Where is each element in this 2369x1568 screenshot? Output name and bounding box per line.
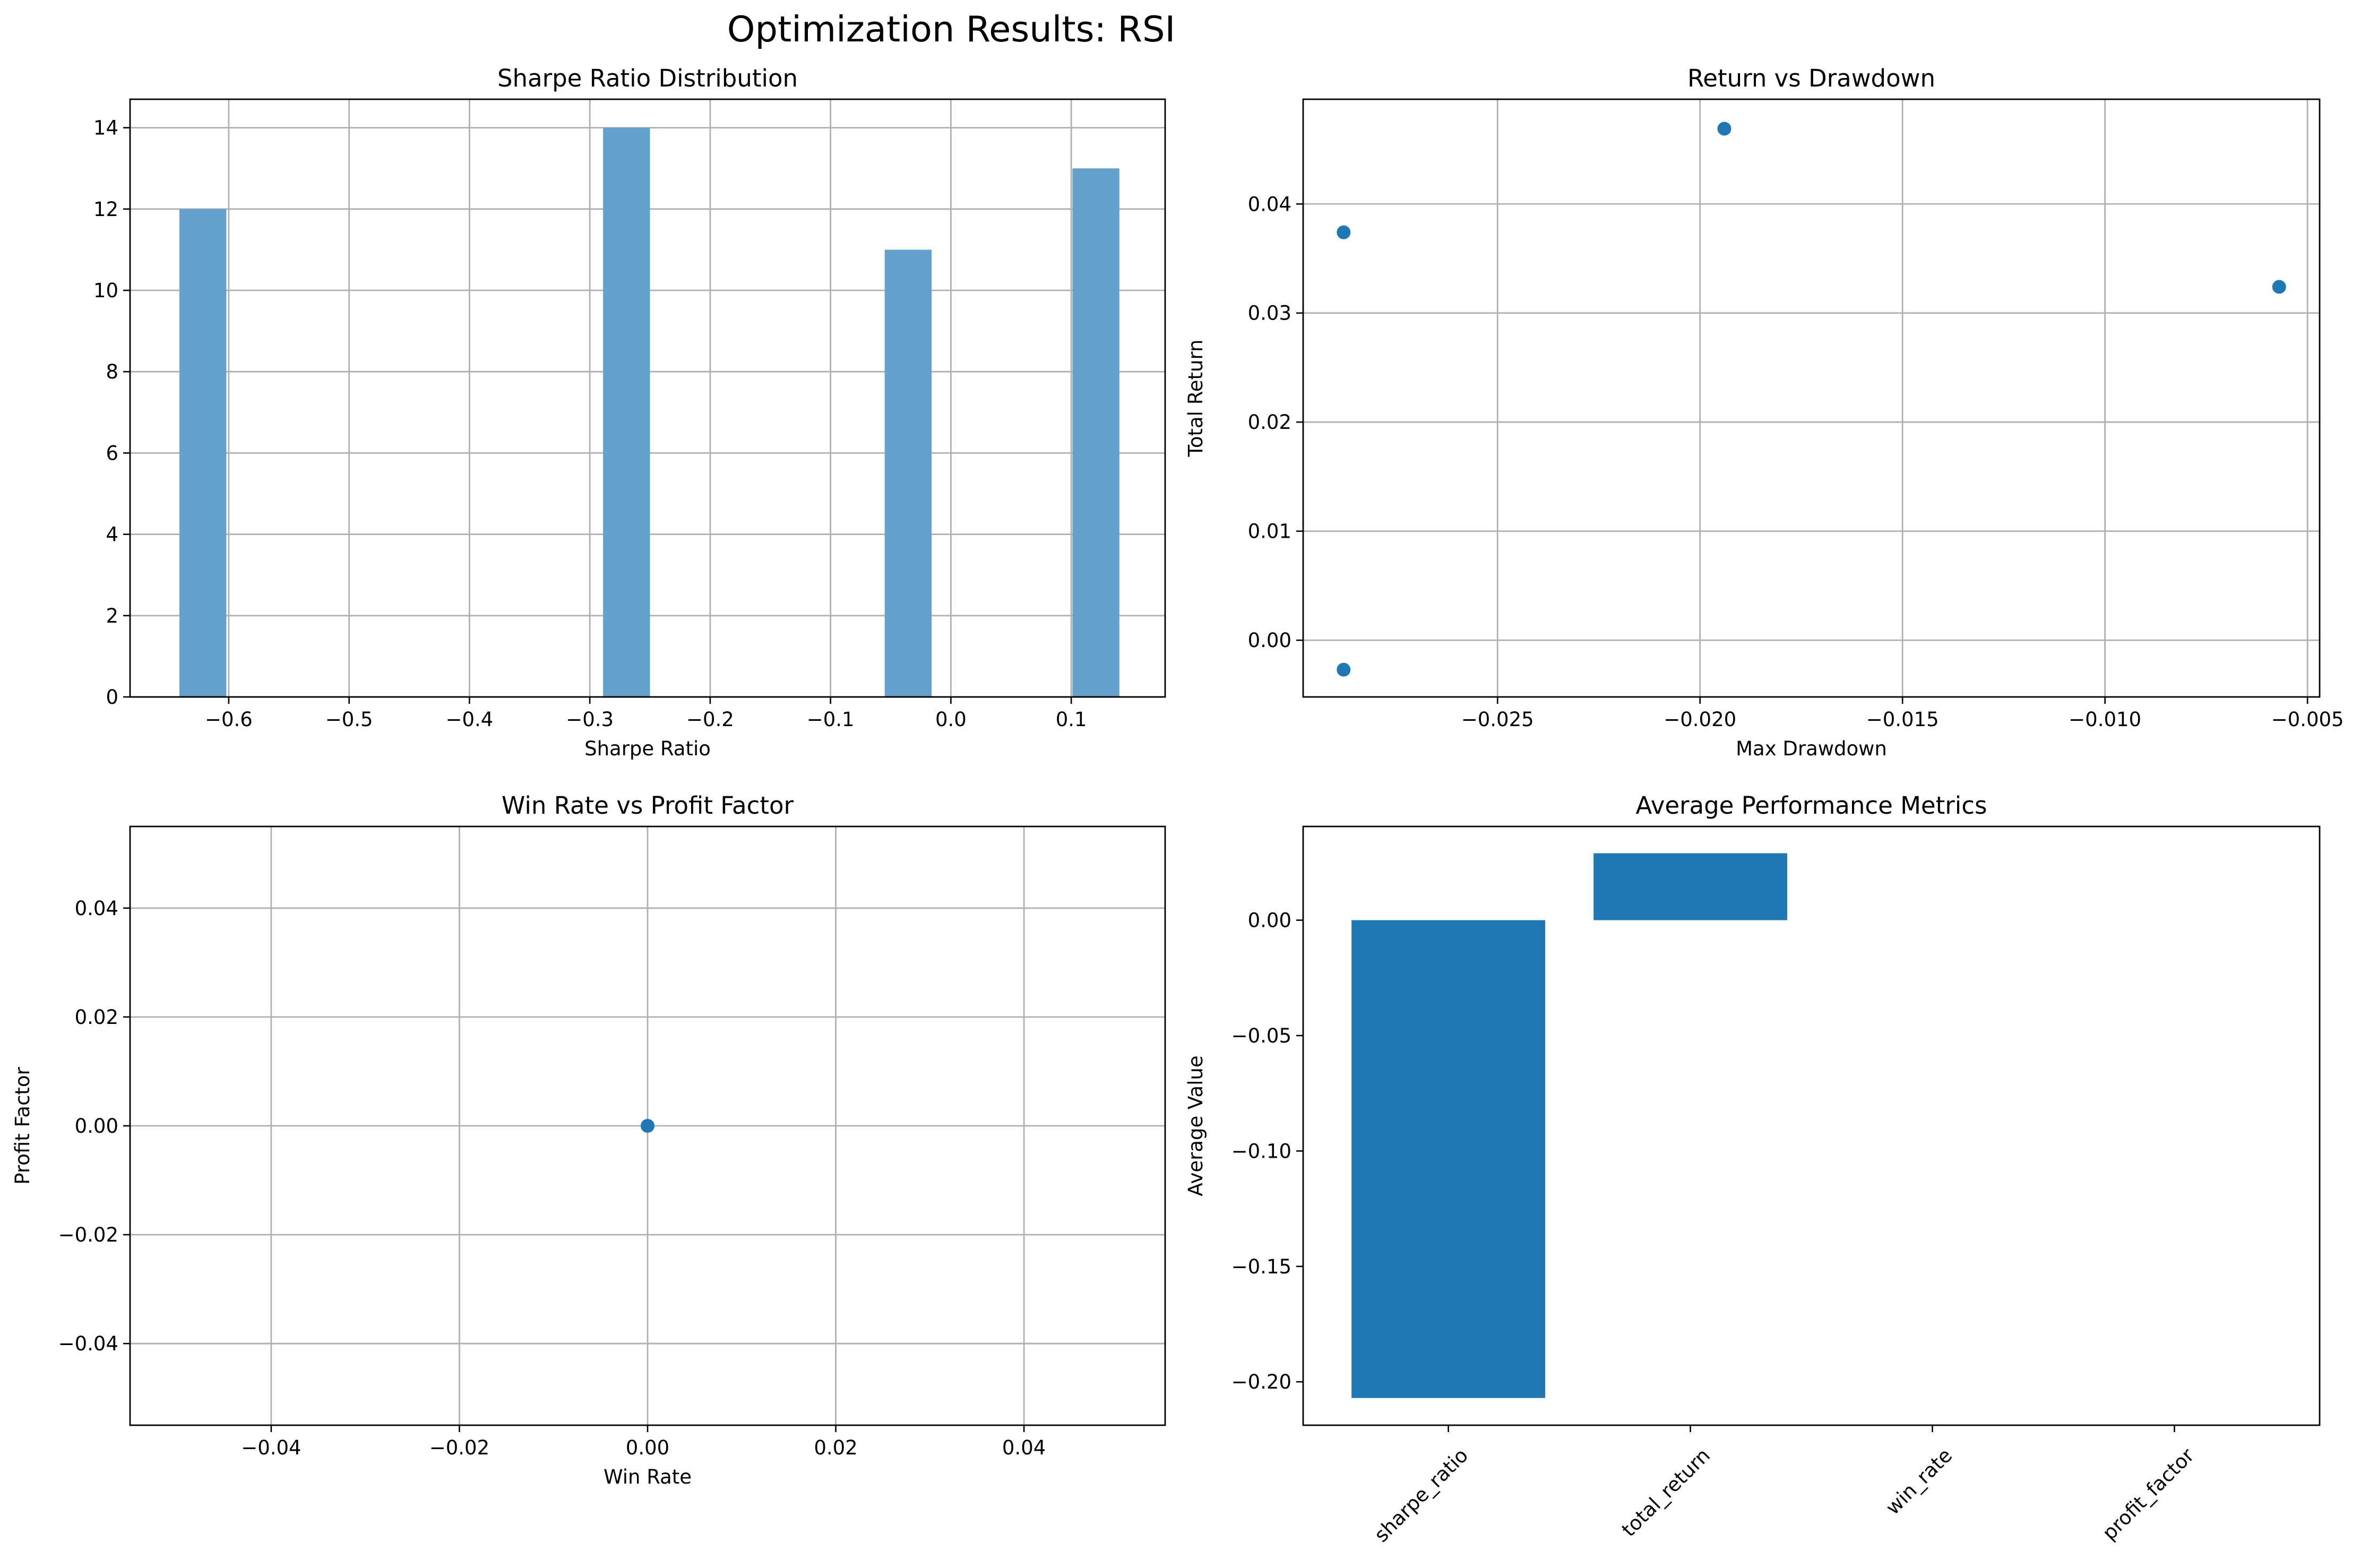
retdd-y-axis-label: Total Return — [1184, 340, 1207, 458]
winpf-ytick-label: −0.02 — [58, 1224, 118, 1246]
winpf-xtick-label: −0.04 — [241, 1436, 301, 1459]
retdd-xtick-label: −0.005 — [2271, 708, 2344, 731]
winpf-scatter-point — [641, 1119, 654, 1133]
retdd-ytick-label: 0.03 — [1248, 302, 1291, 325]
sharpe-axes-frame — [129, 98, 1166, 698]
retdd-scatter-point — [1717, 122, 1731, 136]
metrics-ytick-label: −0.15 — [1231, 1255, 1291, 1278]
sharpe-ytick-label: 8 — [106, 360, 118, 383]
win-rate-vs-profit-factor-panel: −0.04 −0.02 0.00 0.02 0.04 −0.04 −0.02 0.00 0.02… — [11, 791, 1166, 1488]
retdd-xtick-label: −0.010 — [2069, 708, 2141, 731]
sharpe-x-axis-label: Sharpe Ratio — [584, 737, 711, 760]
metrics-metric-bar — [1351, 920, 1545, 1398]
return-vs-drawdown-panel: −0.025 −0.020 −0.015 −0.010 −0.005 0.00 0.01 0.… — [1184, 64, 2344, 760]
sharpe-xtick-label: 0.0 — [935, 708, 967, 731]
sharpe-ratio-histogram-panel: −0.6 −0.5 −0.4 −0.3 −0.2 −0.1 0.0 0.1 0 2 4 6 8 10 12 1… — [93, 64, 1166, 760]
sharpe-xtick-label: −0.2 — [686, 708, 734, 731]
sharpe-ytick-label: 14 — [93, 117, 118, 140]
figure-suptitle: Optimization Results: RSI — [727, 8, 1176, 50]
sharpe-ytick-label: 12 — [93, 198, 118, 221]
retdd-scatter-point — [1337, 225, 1351, 239]
metrics-ytick-label: 0.00 — [1248, 909, 1291, 932]
winpf-xtick-label: 0.02 — [814, 1436, 857, 1459]
retdd-axes-frame — [1302, 98, 2321, 698]
sharpe-xtick-label: −0.3 — [566, 708, 614, 731]
sharpe-xtick-label: 0.1 — [1056, 708, 1087, 731]
sharpe-xtick-label: −0.5 — [325, 708, 373, 731]
retdd-ytick-label: 0.01 — [1248, 520, 1291, 543]
retdd-ytick-label: 0.00 — [1248, 629, 1291, 652]
sharpe-xtick-label: −0.1 — [807, 708, 855, 731]
sharpe-ytick-label: 4 — [106, 523, 118, 546]
sharpe-ytick-label: 6 — [106, 442, 118, 464]
retdd-x-axis-label: Max Drawdown — [1736, 737, 1887, 760]
retdd-xtick-label: −0.015 — [1866, 708, 1939, 731]
retdd-ytick-label: 0.04 — [1248, 193, 1291, 216]
retdd-panel-title: Return vs Drawdown — [1687, 64, 1935, 92]
retdd-ytick-label: 0.02 — [1248, 411, 1291, 434]
winpf-panel-title: Win Rate vs Profit Factor — [502, 791, 794, 820]
sharpe-ytick-label: 10 — [93, 279, 118, 302]
sharpe-hist-bar — [1072, 168, 1119, 697]
metrics-ytick-label: −0.10 — [1231, 1140, 1291, 1162]
winpf-xtick-label: 0.04 — [1002, 1436, 1046, 1459]
winpf-xtick-label: −0.02 — [429, 1436, 489, 1459]
sharpe-ytick-label: 2 — [106, 605, 118, 627]
sharpe-ytick-label: 0 — [106, 686, 118, 709]
winpf-ytick-label: 0.04 — [75, 897, 118, 920]
winpf-ytick-label: 0.00 — [75, 1115, 118, 1138]
winpf-ytick-label: 0.02 — [75, 1006, 118, 1029]
retdd-scatter-point — [1337, 662, 1351, 677]
average-metrics-panel: sharpe_ratio total_return win_rate profit_f… — [1184, 791, 2321, 1547]
metrics-y-axis-label: Average Value — [1184, 1055, 1207, 1196]
sharpe-xtick-label: −0.6 — [205, 708, 253, 731]
winpf-y-axis-label: Profit Factor — [11, 1066, 34, 1184]
sharpe-panel-title: Sharpe Ratio Distribution — [497, 64, 798, 92]
sharpe-hist-bar — [603, 127, 650, 697]
winpf-ytick-label: −0.04 — [58, 1332, 118, 1355]
metrics-ytick-label: −0.05 — [1231, 1024, 1291, 1047]
retdd-scatter-point — [2272, 280, 2286, 294]
retdd-xtick-label: −0.025 — [1461, 708, 1534, 731]
metrics-panel-title: Average Performance Metrics — [1636, 791, 1987, 820]
metrics-metric-bar — [1593, 853, 1787, 920]
sharpe-xtick-label: −0.4 — [445, 708, 493, 731]
winpf-x-axis-label: Win Rate — [604, 1466, 692, 1488]
metrics-ytick-label: −0.20 — [1231, 1371, 1291, 1393]
winpf-xtick-label: 0.00 — [626, 1436, 669, 1459]
sharpe-hist-bar — [179, 209, 227, 697]
sharpe-hist-bar — [884, 249, 932, 697]
retdd-xtick-label: −0.020 — [1664, 708, 1736, 731]
metrics-axes-frame — [1302, 825, 2321, 1426]
